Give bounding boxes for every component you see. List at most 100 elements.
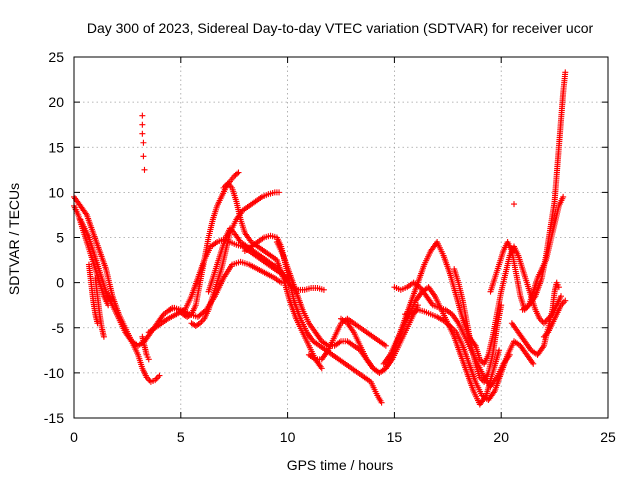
track-mark xyxy=(446,268,453,275)
track-mark xyxy=(189,321,196,328)
track-mark xyxy=(227,183,234,190)
track-mark xyxy=(349,319,356,326)
series-sat-f xyxy=(103,258,285,349)
track-mark xyxy=(236,237,243,244)
track-mark xyxy=(171,312,178,319)
track-mark xyxy=(471,377,478,384)
track-mark xyxy=(318,286,325,293)
data-point xyxy=(156,372,163,379)
series-sat-i xyxy=(167,169,242,320)
track-mark xyxy=(514,250,521,257)
track-mark xyxy=(552,313,559,320)
y-tick-label: 25 xyxy=(48,49,64,65)
track-mark xyxy=(242,242,249,249)
track-mark xyxy=(102,264,109,271)
data-point xyxy=(139,130,146,137)
track-mark xyxy=(458,340,465,347)
track-mark xyxy=(231,240,238,247)
track-mark xyxy=(463,368,470,375)
series-track-sat-k xyxy=(206,226,325,293)
track-mark xyxy=(368,332,375,339)
track-mark xyxy=(426,249,433,256)
track-mark xyxy=(89,246,96,253)
y-tick-label: -5 xyxy=(52,320,65,336)
x-tick-label: 5 xyxy=(177,429,185,445)
series-track-sat-c xyxy=(78,218,113,302)
track-mark xyxy=(209,218,216,225)
track-mark xyxy=(459,295,466,302)
series-sat-k xyxy=(205,225,327,295)
y-tick-label: 10 xyxy=(48,184,64,200)
track-mark xyxy=(467,340,474,347)
series-track-sat-g xyxy=(139,335,151,361)
track-mark xyxy=(279,250,286,257)
track-mark xyxy=(492,375,499,382)
track-mark xyxy=(452,291,459,298)
track-mark xyxy=(413,304,420,311)
track-mark xyxy=(196,281,203,288)
track-mark xyxy=(353,368,360,375)
track-mark xyxy=(451,327,458,334)
track-mark xyxy=(551,290,558,297)
track-mark xyxy=(142,372,149,379)
track-mark xyxy=(539,344,546,351)
track-mark xyxy=(517,291,524,298)
track-mark xyxy=(374,337,381,344)
track-mark xyxy=(406,311,413,318)
track-mark xyxy=(213,281,220,288)
track-mark xyxy=(261,269,268,276)
x-tick-label: 10 xyxy=(280,429,296,445)
track-mark xyxy=(330,335,337,342)
track-mark xyxy=(261,255,268,262)
track-mark xyxy=(241,228,248,235)
series-sat-o xyxy=(305,315,389,363)
track-mark xyxy=(347,364,354,371)
series-track-sat-e xyxy=(92,277,107,338)
track-mark xyxy=(508,246,515,253)
track-mark xyxy=(290,295,297,302)
track-mark xyxy=(269,189,276,196)
track-mark xyxy=(465,359,472,366)
track-mark xyxy=(268,260,275,267)
track-mark xyxy=(529,359,536,366)
track-mark xyxy=(342,319,349,326)
x-tick-label: 25 xyxy=(600,429,616,445)
track-mark xyxy=(440,306,447,313)
track-mark xyxy=(253,240,260,247)
track-mark xyxy=(209,277,216,284)
track-mark xyxy=(315,341,322,348)
track-mark xyxy=(559,195,566,202)
track-mark xyxy=(503,353,510,360)
track-mark xyxy=(529,290,536,297)
grid xyxy=(74,57,608,418)
y-tick-label: -10 xyxy=(44,365,64,381)
track-mark xyxy=(127,336,134,343)
track-mark xyxy=(222,236,229,243)
track-mark xyxy=(334,355,341,362)
track-mark xyxy=(431,313,438,320)
track-mark xyxy=(548,322,555,329)
data-point xyxy=(140,153,147,160)
track-mark xyxy=(138,363,145,370)
track-mark xyxy=(199,317,206,324)
track-mark xyxy=(342,338,349,345)
track-mark xyxy=(522,350,529,357)
track-mark xyxy=(493,313,500,320)
track-mark xyxy=(420,263,427,270)
track-mark xyxy=(244,204,251,211)
track-mark xyxy=(219,276,226,283)
track-mark xyxy=(89,228,96,235)
series-sat-d xyxy=(85,261,101,327)
data-point xyxy=(562,297,569,304)
track-mark xyxy=(557,303,564,310)
track-mark xyxy=(356,340,363,347)
track-mark xyxy=(524,303,531,310)
track-mark xyxy=(98,322,105,329)
track-mark xyxy=(355,323,362,330)
track-mark xyxy=(265,251,272,258)
track-mark xyxy=(562,71,569,78)
track-mark xyxy=(108,300,115,307)
chart-title: Day 300 of 2023, Sidereal Day-to-day VTE… xyxy=(87,20,594,36)
track-mark xyxy=(296,313,303,320)
track-mark xyxy=(560,299,567,306)
